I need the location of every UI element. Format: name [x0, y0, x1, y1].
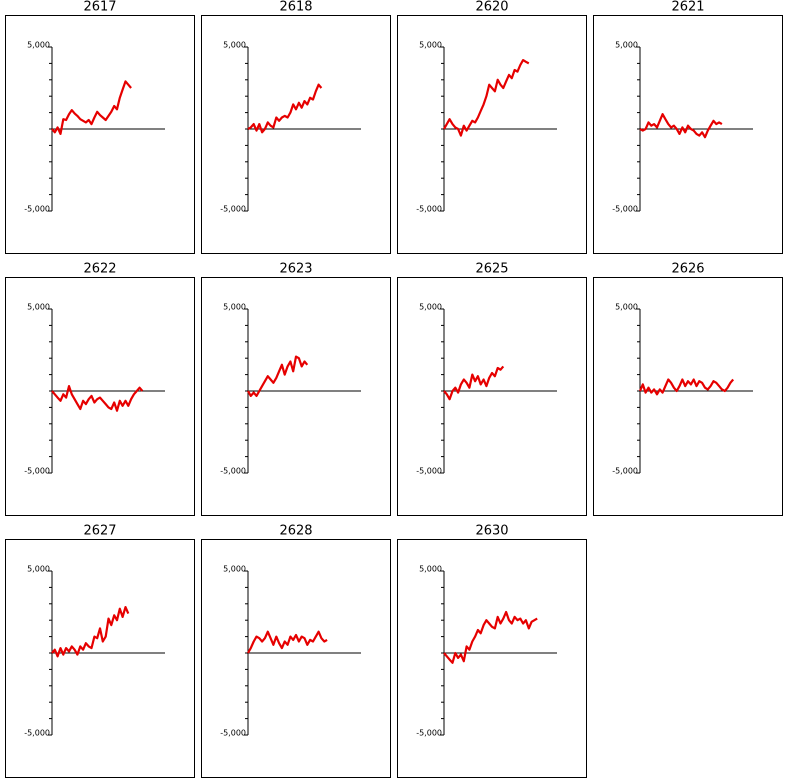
- y-tick-label: -5,000: [24, 467, 50, 476]
- panel: 2617 5,000 -5,000: [5, 0, 195, 254]
- panel-frame: [593, 15, 783, 254]
- panel: 2620 5,000 -5,000: [397, 0, 587, 254]
- y-tick-label: 5,000: [27, 565, 50, 574]
- y-tick-label: 5,000: [419, 565, 442, 574]
- y-tick-label: -5,000: [416, 467, 442, 476]
- y-tick-label: -5,000: [416, 205, 442, 214]
- panel-title: 2621: [671, 0, 704, 15]
- panel-frame: [201, 15, 391, 254]
- y-tick-label: 5,000: [615, 41, 638, 50]
- y-tick-label: -5,000: [612, 467, 638, 476]
- y-tick-label: 5,000: [223, 565, 246, 574]
- panel: 2618 5,000 -5,000: [201, 0, 391, 254]
- panel: 2630 5,000 -5,000: [397, 524, 587, 778]
- panel-title: 2620: [475, 0, 508, 15]
- y-tick-label: -5,000: [220, 467, 246, 476]
- panel: 2622 5,000 -5,000: [5, 262, 195, 516]
- panel-frame: [397, 277, 587, 516]
- panel-frame: [5, 277, 195, 516]
- panel: 2625 5,000 -5,000: [397, 262, 587, 516]
- panel-title: 2617: [83, 0, 116, 15]
- data-line: [443, 59, 530, 137]
- data-line: [443, 610, 538, 664]
- y-tick-label: -5,000: [612, 205, 638, 214]
- panel-title: 2618: [279, 0, 312, 15]
- panel: 2621 5,000 -5,000: [593, 0, 783, 254]
- panel-title: 2622: [83, 262, 116, 277]
- panel-title: 2630: [475, 524, 508, 539]
- panel-frame: [397, 15, 587, 254]
- y-tick-label: 5,000: [419, 41, 442, 50]
- panel-frame: [397, 539, 587, 778]
- data-line: [51, 385, 144, 412]
- panel-frame: [201, 277, 391, 516]
- panel-frame: [5, 15, 195, 254]
- panel-title: 2628: [279, 524, 312, 539]
- y-tick-label: -5,000: [220, 729, 246, 738]
- panel-title: 2626: [671, 262, 704, 277]
- y-tick-label: 5,000: [419, 303, 442, 312]
- data-line: [247, 83, 323, 134]
- panel: 2626 5,000 -5,000: [593, 262, 783, 516]
- y-tick-label: -5,000: [24, 205, 50, 214]
- panel-title: 2627: [83, 524, 116, 539]
- y-tick-label: -5,000: [220, 205, 246, 214]
- data-line: [51, 80, 132, 135]
- panel: 2627 5,000 -5,000: [5, 524, 195, 778]
- panel-frame: [201, 539, 391, 778]
- y-tick-label: -5,000: [24, 729, 50, 738]
- panel: 2623 5,000 -5,000: [201, 262, 391, 516]
- data-line: [639, 113, 723, 139]
- y-tick-label: 5,000: [615, 303, 638, 312]
- data-line: [247, 355, 309, 397]
- data-line: [247, 630, 328, 654]
- y-tick-label: 5,000: [27, 303, 50, 312]
- panel-title: 2625: [475, 262, 508, 277]
- panel: 2628 5,000 -5,000: [201, 524, 391, 778]
- data-line: [443, 365, 505, 401]
- panel-title: 2623: [279, 262, 312, 277]
- y-tick-label: -5,000: [416, 729, 442, 738]
- panel-frame: [593, 277, 783, 516]
- y-tick-label: 5,000: [223, 41, 246, 50]
- y-tick-label: 5,000: [27, 41, 50, 50]
- panel-frame: [5, 539, 195, 778]
- data-line: [638, 378, 735, 396]
- y-tick-label: 5,000: [223, 303, 246, 312]
- data-line: [51, 606, 130, 658]
